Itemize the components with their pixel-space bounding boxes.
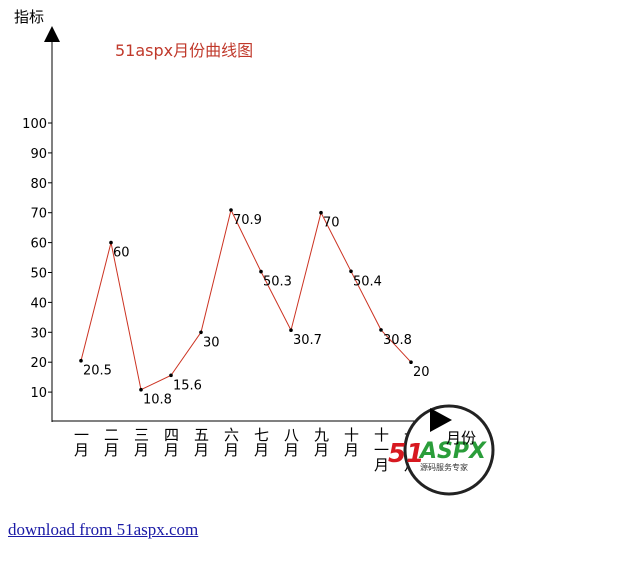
y-tick-label: 60: [30, 237, 47, 252]
x-tick-label: 十一月: [372, 427, 390, 473]
y-axis-arrow: [44, 26, 60, 42]
y-tick-label: 70: [30, 207, 47, 222]
data-label: 50.3: [263, 275, 292, 290]
x-tick-label: 三月: [132, 427, 150, 458]
point: [379, 328, 383, 332]
x-axis-label: 月份: [446, 429, 476, 447]
point: [229, 208, 233, 212]
y-axis-label: 指标: [14, 8, 44, 26]
data-label: 70.9: [233, 213, 262, 228]
point: [349, 269, 353, 274]
x-axis-arrow: [430, 408, 452, 432]
point: [109, 240, 113, 245]
logo: 51 ASPX 源码服务专家: [388, 404, 495, 496]
chart-title: 51aspx月份曲线图: [115, 41, 253, 60]
logo-ring: [403, 404, 495, 496]
x-tick-label: 二月: [102, 427, 120, 458]
data-label: 50.4: [353, 274, 382, 289]
y-tick-label: 90: [30, 147, 47, 162]
data-label: 30.8: [383, 333, 412, 348]
x-tick-label: 十月: [342, 427, 360, 458]
point: [169, 373, 173, 378]
data-label: 20: [413, 365, 430, 380]
x-tick-label: 六月: [222, 427, 240, 458]
chart: 指标 51aspx月份曲线图 10 20 30 40 50 60 70 80 90 100 一月 二月…: [14, 8, 495, 496]
y-tick-label: 100: [22, 117, 47, 132]
data-label: 20.5: [83, 364, 112, 379]
x-tick-label: 五月: [192, 427, 210, 458]
data-label: 30: [203, 335, 220, 350]
line: [80, 208, 412, 391]
y-tick-label: 80: [30, 177, 47, 192]
logo-text: 51: [388, 439, 424, 469]
y-tick-label: 10: [30, 386, 47, 401]
data-label: 60: [113, 246, 130, 261]
data-label: 30.7: [293, 333, 322, 348]
point: [409, 360, 413, 365]
point: [319, 210, 323, 215]
x-tick-label: 一月: [72, 427, 90, 458]
data-label: 10.8: [143, 393, 172, 408]
point: [139, 387, 143, 392]
y-tick-label: 50: [30, 267, 47, 282]
point: [199, 330, 203, 335]
logo-tagline: 源码服务专家: [420, 462, 468, 472]
logo-text: ASPX: [418, 439, 487, 464]
x-tick-label: 七月: [252, 427, 270, 458]
x-tick-label: 四月: [162, 427, 180, 458]
point: [79, 358, 83, 363]
point: [259, 269, 263, 274]
x-tick-label: 九月: [312, 427, 330, 458]
y-tick-label: 30: [30, 326, 47, 341]
download-link[interactable]: download from 51aspx.com: [8, 520, 199, 539]
y-tick-label: 40: [30, 296, 47, 311]
point: [289, 328, 293, 333]
y-tick-label: 20: [30, 356, 47, 371]
data-label: 70: [323, 216, 340, 231]
x-tick-label: 八月: [282, 427, 300, 458]
data-label: 15.6: [173, 378, 202, 393]
